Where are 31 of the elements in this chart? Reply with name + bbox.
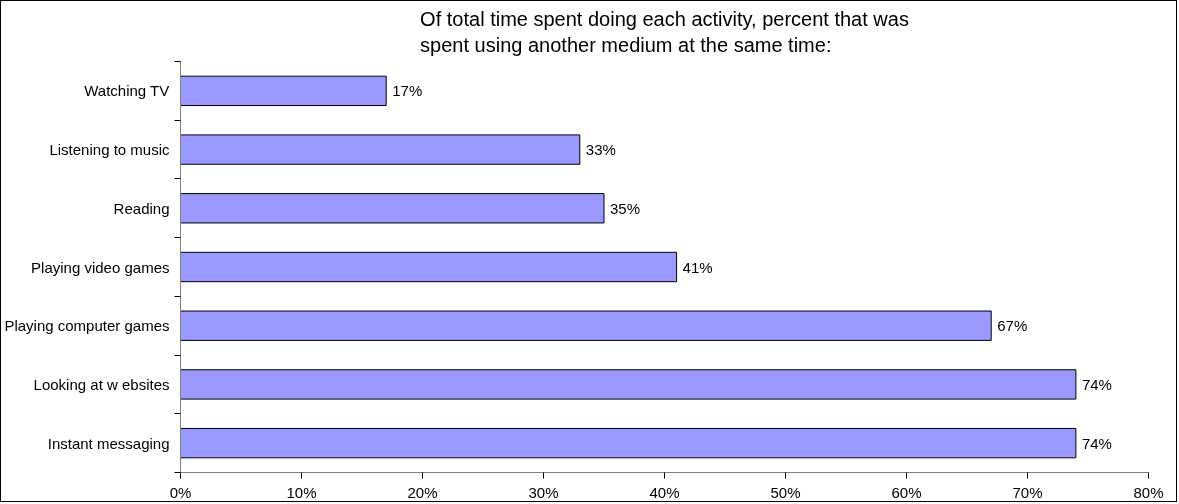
x-tick-label: 10% <box>286 483 317 501</box>
y-tick-label: Reading <box>113 199 170 217</box>
y-tick-label: Listening to music <box>49 141 170 159</box>
x-tick-label: 70% <box>1012 483 1043 501</box>
data-label: 41% <box>682 258 713 276</box>
y-tick-label: Looking at w ebsites <box>33 375 170 393</box>
data-label: 17% <box>392 82 423 100</box>
bar <box>180 134 581 165</box>
y-tick-label: Playing video games <box>31 258 170 276</box>
bar <box>180 310 992 341</box>
x-tick-label: 40% <box>649 483 680 501</box>
data-label: 74% <box>1081 434 1112 452</box>
chart-title: Of total time spent doing each activity, percent that was spent using another medium at the same time: <box>420 8 909 57</box>
x-tick-label: 80% <box>1133 483 1164 501</box>
data-label: 67% <box>997 317 1028 335</box>
bar <box>180 75 387 107</box>
bar <box>180 427 1077 459</box>
x-tick-label: 30% <box>528 483 559 501</box>
y-tick-label: Playing computer games <box>4 317 170 335</box>
bar <box>180 369 1077 400</box>
data-label: 35% <box>610 199 641 217</box>
y-tick-label: Instant messaging <box>47 434 170 452</box>
y-tick-label: Watching TV <box>84 82 170 100</box>
x-tick-label: 0% <box>169 483 192 501</box>
x-tick-label: 60% <box>891 483 922 501</box>
x-tick-label: 50% <box>770 483 801 501</box>
x-tick-label: 20% <box>407 483 438 501</box>
bar <box>180 193 605 224</box>
data-label: 74% <box>1081 375 1112 393</box>
bar <box>180 251 678 283</box>
data-label: 33% <box>585 141 616 159</box>
